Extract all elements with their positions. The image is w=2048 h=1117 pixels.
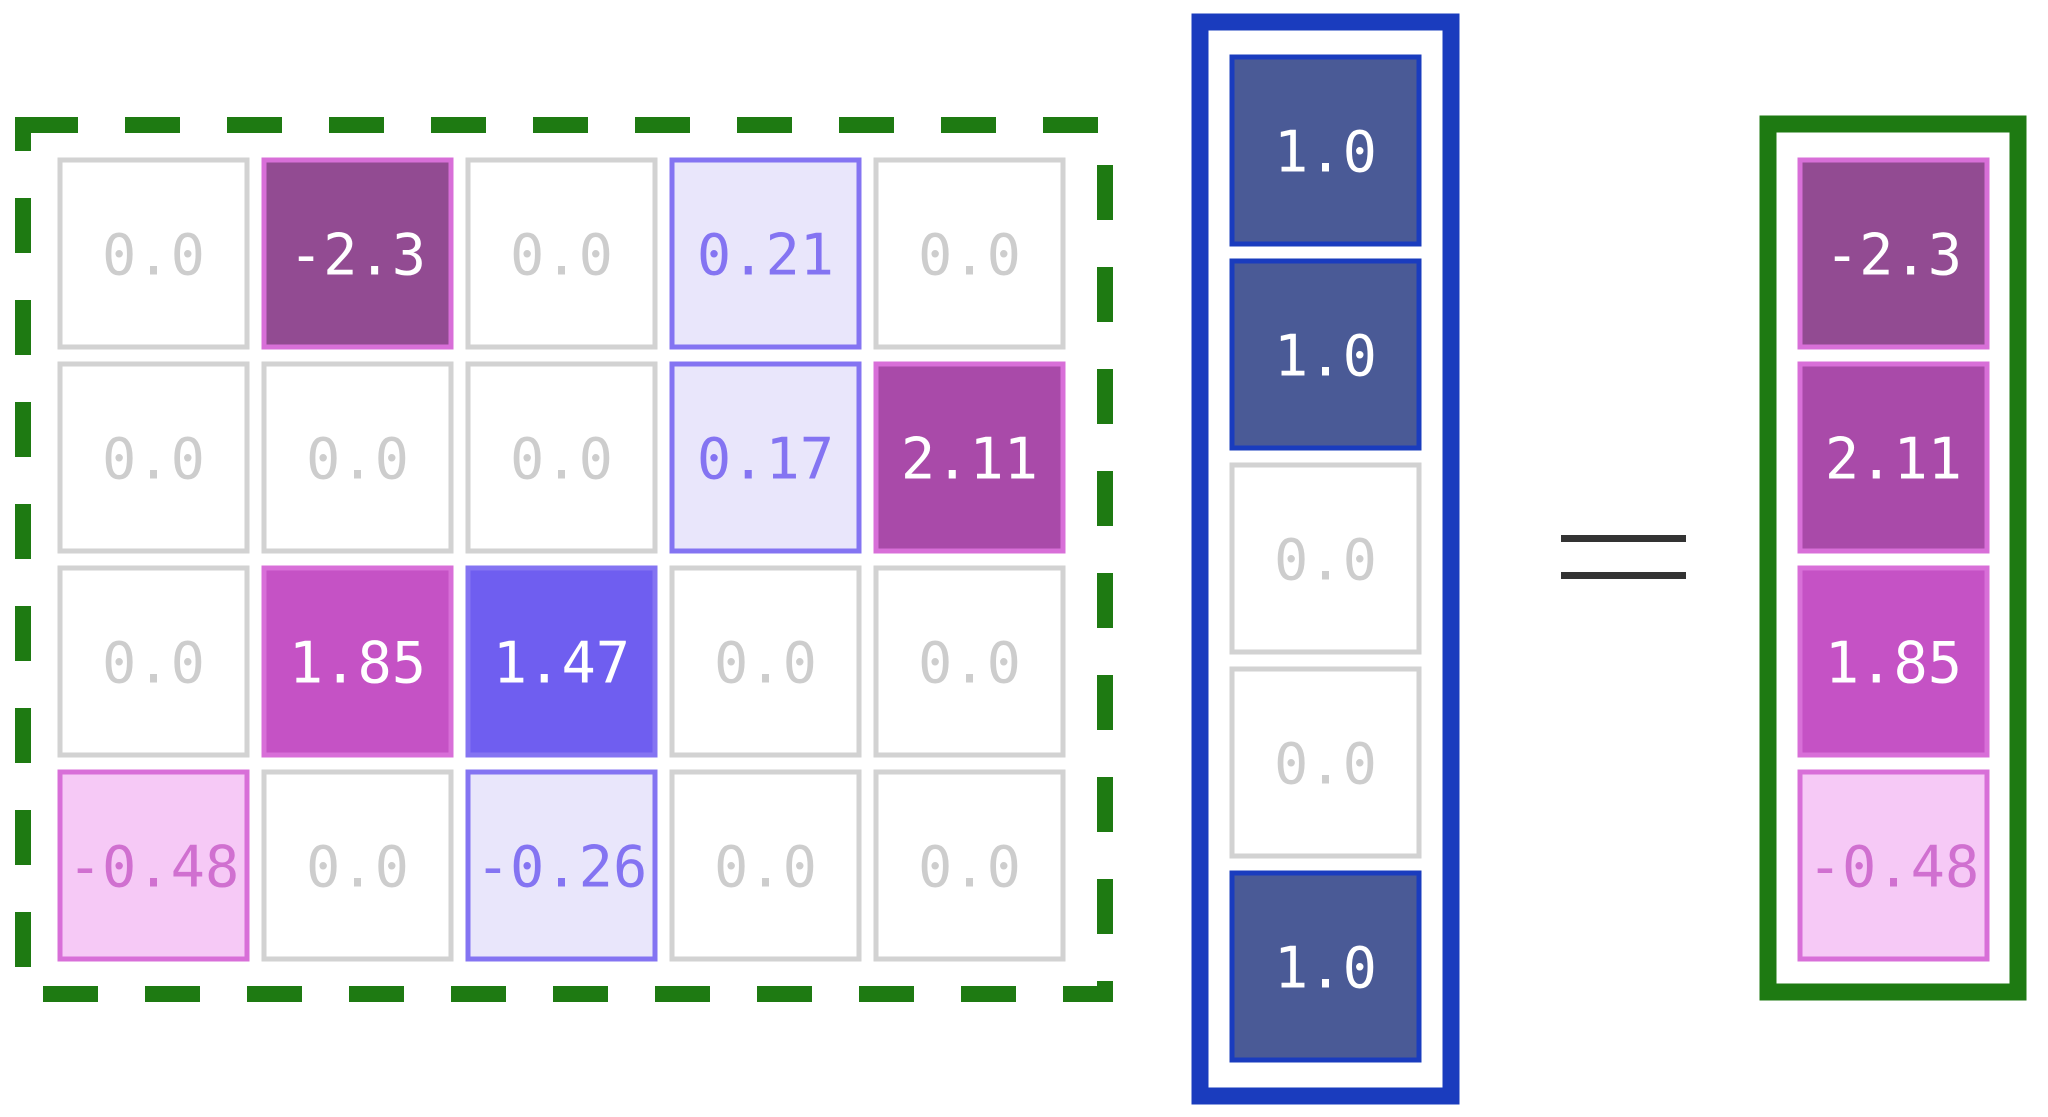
- vector-cell-5-value: 1.0: [1274, 936, 1377, 1002]
- matrix-cell-r1-c3: 0.0: [465, 157, 658, 350]
- result-cell-3: 1.85: [1797, 565, 1990, 758]
- vector-cell-4: 0.0: [1229, 666, 1422, 859]
- matrix-cell-r2-c4: 0.17: [669, 361, 862, 554]
- matrix-cell-r4-c2: 0.0: [261, 769, 454, 962]
- sparse-matrix: 0.0 -2.3 0.0 0.21 0.0 0.0 0.0 0.0 0.17 2.11 0.0 1.8…: [15, 117, 1113, 1002]
- matrix-cell-r3-c2: 1.85: [261, 565, 454, 758]
- result-cell-1-box: [1797, 157, 1990, 350]
- matrix-cell-r1-c5-box: [873, 157, 1066, 350]
- equals-bar-top: [1561, 535, 1686, 542]
- matrix-cell-r4-c4: 0.0: [669, 769, 862, 962]
- vector-cell-5: 1.0: [1229, 870, 1422, 1063]
- matrix-cell-r4-c2-box: [261, 769, 454, 962]
- matrix-cell-r1-c5-value: 0.0: [918, 223, 1021, 289]
- matrix-cell-r4-c2-value: 0.0: [306, 835, 409, 901]
- matrix-cell-r3-c4-value: 0.0: [714, 631, 817, 697]
- result-vector: -2.3 2.11 1.85 -0.48: [1759, 115, 2027, 1001]
- vector-cell-4-value: 0.0: [1274, 732, 1377, 798]
- vector-cell-3-value: 0.0: [1274, 528, 1377, 594]
- vector-cell-3: 0.0: [1229, 462, 1422, 655]
- matrix-cell-r2-c2: 0.0: [261, 361, 454, 554]
- matrix-cell-r2-c2-value: 0.0: [306, 427, 409, 493]
- matrix-cell-r4-c4-value: 0.0: [714, 835, 817, 901]
- matrix-cell-r1-c2: -2.3: [261, 157, 454, 350]
- vector-cell-3-box: [1229, 462, 1422, 655]
- matrix-cell-r2-c3-box: [465, 361, 658, 554]
- result-cell-2-box: [1797, 361, 1990, 554]
- matrix-cell-r1-c4-value: 0.21: [697, 223, 834, 289]
- result-cell-4-box: [1797, 769, 1990, 962]
- matrix-cell-r2-c1-value: 0.0: [102, 427, 205, 493]
- vector-cell-2: 1.0: [1229, 258, 1422, 451]
- matrix-cell-r3-c3: 1.47: [465, 565, 658, 758]
- matrix-cell-r3-c4: 0.0: [669, 565, 862, 758]
- matrix-cell-r2-c5: 2.11: [873, 361, 1066, 554]
- result-cell-2: 2.11: [1797, 361, 1990, 554]
- matrix-cell-r2-c4-value: 0.17: [697, 427, 834, 493]
- matrix-cell-r3-c2-value: 1.85: [289, 631, 426, 697]
- vector-cell-4-box: [1229, 666, 1422, 859]
- result-border: [1759, 115, 2027, 1001]
- equals-bar-bottom: [1561, 572, 1686, 579]
- vector-cell-1-value: 1.0: [1274, 120, 1377, 186]
- matrix-cell-r4-c3-value: -0.26: [476, 835, 648, 901]
- matrix-cell-r2-c1-box: [57, 361, 250, 554]
- matrix-cell-r3-c2-box: [261, 565, 454, 758]
- matrix-cell-r1-c4-box: [669, 157, 862, 350]
- matrix-cell-r4-c3: -0.26: [465, 769, 658, 962]
- matrix-cell-r2-c4-box: [669, 361, 862, 554]
- matrix-cell-r4-c1-value: -0.48: [68, 835, 240, 901]
- matrix-cell-r4-c4-box: [669, 769, 862, 962]
- matrix-cell-r3-c5: 0.0: [873, 565, 1066, 758]
- matrix-cell-r1-c5: 0.0: [873, 157, 1066, 350]
- matrix-cell-r3-c5-value: 0.0: [918, 631, 1021, 697]
- matrix-cell-r3-c4-box: [669, 565, 862, 758]
- vector-cell-2-box: [1229, 258, 1422, 451]
- result-cell-3-value: 1.85: [1825, 631, 1962, 697]
- matrix-cell-r2-c2-box: [261, 361, 454, 554]
- equals-sign: =: [1561, 535, 1686, 579]
- matrix-cell-r4-c5-value: 0.0: [918, 835, 1021, 901]
- matrix-cell-r3-c3-box: [465, 565, 658, 758]
- matrix-cell-r4-c1: -0.48: [57, 769, 250, 962]
- matrix-cell-r3-c1-value: 0.0: [102, 631, 205, 697]
- matrix-cell-r4-c1-box: [57, 769, 250, 962]
- matrix-cell-r4-c5: 0.0: [873, 769, 1066, 962]
- matrix-cell-r1-c2-value: -2.3: [289, 223, 426, 289]
- matrix-cell-r1-c4: 0.21: [669, 157, 862, 350]
- matrix-dashed-border: [15, 117, 1113, 1002]
- matrix-cell-r1-c1-value: 0.0: [102, 223, 205, 289]
- result-cell-1-value: -2.3: [1825, 223, 1962, 289]
- result-cell-2-value: 2.11: [1825, 427, 1962, 493]
- matrix-cell-r1-c3-box: [465, 157, 658, 350]
- matrix-cell-r2-c5-value: 2.11: [901, 427, 1038, 493]
- matrix-cell-r4-c3-box: [465, 769, 658, 962]
- matrix-cell-r2-c3-value: 0.0: [510, 427, 613, 493]
- matrix-cell-r1-c2-box: [261, 157, 454, 350]
- matrix-cell-r3-c1-box: [57, 565, 250, 758]
- matrix-cell-r3-c1: 0.0: [57, 565, 250, 758]
- matrix-cell-r2-c3: 0.0: [465, 361, 658, 554]
- matrix-cell-r3-c3-value: 1.47: [493, 631, 630, 697]
- vector-cell-1: 1.0: [1229, 54, 1422, 247]
- matrix-cell-r3-c5-box: [873, 565, 1066, 758]
- matrix-cell-r1-c1-box: [57, 157, 250, 350]
- result-cell-4-value: -0.48: [1808, 835, 1980, 901]
- dense-vector: 1.0 1.0 0.0 0.0 1.0: [1191, 13, 1460, 1105]
- result-cell-3-box: [1797, 565, 1990, 758]
- matrix-cell-r4-c5-box: [873, 769, 1066, 962]
- matrix-cell-r1-c3-value: 0.0: [510, 223, 613, 289]
- matrix-cell-r1-c1: 0.0: [57, 157, 250, 350]
- result-cell-4: -0.48: [1797, 769, 1990, 962]
- vector-border: [1191, 13, 1460, 1105]
- matrix-cell-r2-c1: 0.0: [57, 361, 250, 554]
- vector-cell-5-box: [1229, 870, 1422, 1063]
- vector-cell-2-value: 1.0: [1274, 324, 1377, 390]
- result-cell-1: -2.3: [1797, 157, 1990, 350]
- vector-cell-1-box: [1229, 54, 1422, 247]
- matrix-cell-r2-c5-box: [873, 361, 1066, 554]
